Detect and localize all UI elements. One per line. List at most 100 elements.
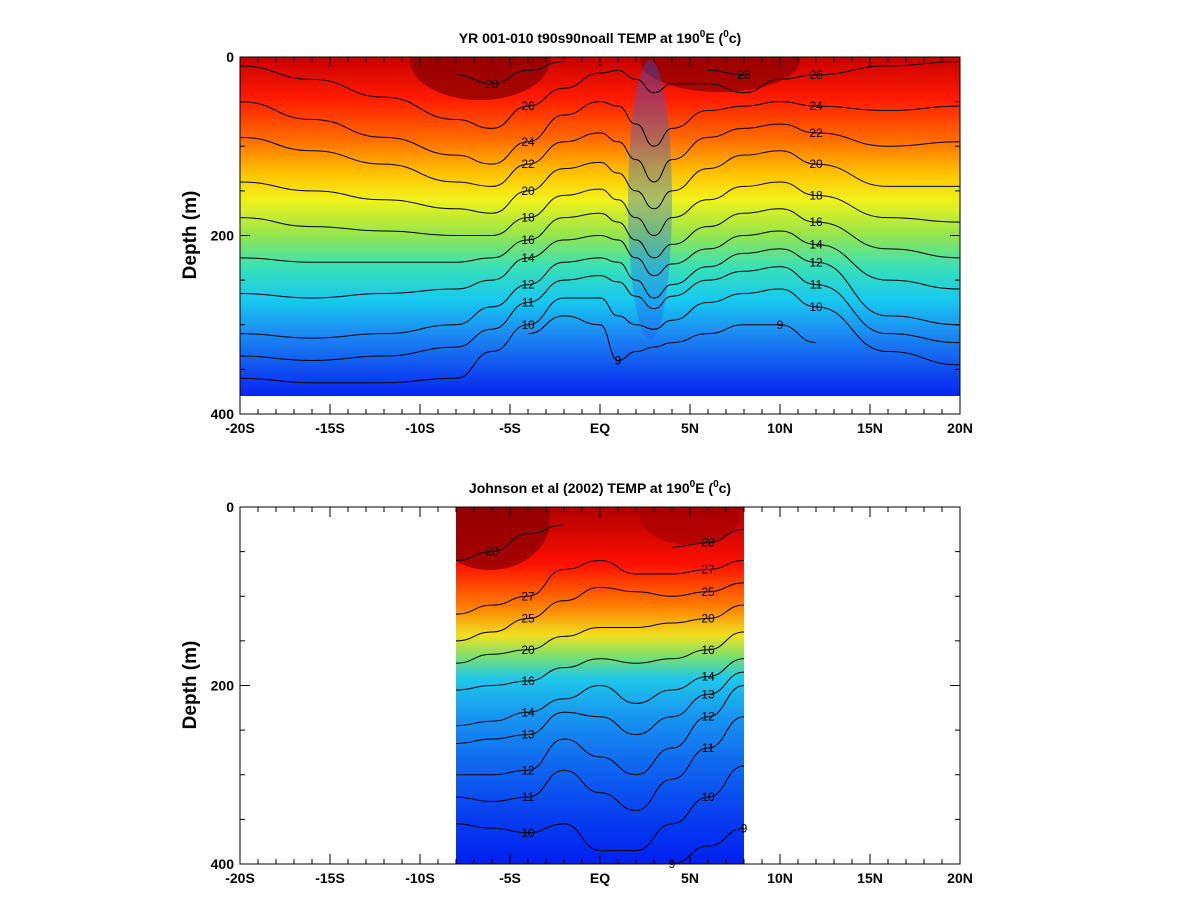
isotherm-26	[240, 60, 960, 129]
contour-label: 9	[615, 353, 622, 367]
contour-label: 9	[777, 318, 784, 332]
x-tick-label: -15S	[315, 420, 345, 436]
isotherm-28	[456, 524, 565, 562]
y-tick-label: 0	[226, 499, 234, 515]
isotherm-16	[240, 208, 960, 263]
contour-label: 10	[521, 318, 535, 332]
isotherm-24	[240, 101, 960, 165]
isotherm-18	[240, 181, 960, 237]
isotherm-16	[456, 631, 744, 691]
contour-label: 10	[521, 826, 535, 840]
x-tick-label: -15S	[315, 870, 345, 886]
isotherm-12	[456, 685, 744, 776]
contour-label: 10	[809, 300, 823, 314]
bottom-y-axis-label: Depth (m)	[180, 641, 201, 730]
isotherm-10	[240, 288, 960, 384]
isotherm-20	[456, 604, 744, 664]
bottom-panel: Johnson et al (2002) TEMP at 1900E (0c) …	[180, 479, 973, 886]
contour-label: 28	[485, 545, 499, 559]
bottom-ticks: -20S -15S -10S -5S EQ 5N 10N 15N 20N 0 200 400	[211, 499, 973, 886]
x-tick-label: 15N	[857, 420, 883, 436]
isotherm-28	[455, 60, 565, 85]
contour-label: 12	[521, 763, 535, 777]
y-tick-label: 0	[226, 49, 234, 65]
isotherm-14	[240, 230, 960, 299]
bottom-contour-labels: 9910101111121213131414161620202525272728…	[485, 536, 747, 871]
top-data-field	[240, 57, 960, 396]
top-contour-lines	[240, 60, 960, 384]
contour-label: 16	[521, 674, 535, 688]
y-tick-label: 400	[211, 406, 235, 422]
contour-label: 20	[809, 157, 823, 171]
isotherm-9	[671, 827, 744, 864]
contour-label: 14	[521, 705, 535, 719]
contour-label: 24	[521, 135, 535, 149]
contour-label: 27	[521, 589, 535, 603]
contour-label: 26	[521, 99, 535, 113]
contour-label: 12	[809, 255, 823, 269]
contour-label: 11	[522, 295, 535, 309]
contour-label: 20	[701, 612, 715, 626]
contour-label: 22	[521, 157, 535, 171]
bottom-contour-lines	[456, 524, 744, 864]
isotherm-9	[527, 315, 817, 361]
y-tick-label: 200	[211, 678, 235, 694]
isotherm-25	[456, 582, 744, 642]
contour-label: 25	[521, 612, 535, 626]
x-tick-label: -20S	[225, 420, 255, 436]
isotherm-12	[240, 248, 960, 339]
contour-label: 20	[521, 184, 535, 198]
isotherm-28	[707, 69, 745, 76]
isotherm-10	[456, 765, 744, 852]
contour-label: 28	[485, 77, 499, 91]
contour-label: 14	[809, 237, 823, 251]
contour-label: 22	[809, 126, 823, 140]
contour-label: 11	[702, 741, 715, 755]
contour-label: 25	[701, 585, 715, 599]
top-panel: YR 001-010 t90s90noall TEMP at 1900E (0c…	[180, 29, 973, 436]
contour-label: 10	[701, 790, 715, 804]
top-ticks: -20S -15S -10S -5S EQ 5N 10N 15N 20N 0 200 400	[211, 49, 973, 436]
contour-label: 12	[701, 710, 715, 724]
contour-label: 27	[701, 562, 715, 576]
isotherm-28	[671, 528, 744, 548]
isotherm-20	[240, 150, 960, 214]
contour-label: 14	[521, 251, 535, 265]
contour-label: 24	[809, 99, 823, 113]
top-contour-labels: 9 9 10 10 11 11 12 12 14 14 16 16 18 18 20 20 22 22 24 24 26…	[485, 68, 823, 368]
contour-label: 16	[521, 233, 535, 247]
y-tick-label: 200	[211, 228, 235, 244]
isotherm-14	[456, 658, 744, 727]
x-tick-label: 5N	[681, 420, 699, 436]
contour-label: 28	[737, 68, 751, 82]
isotherm-11	[240, 266, 960, 361]
contour-label: 13	[701, 687, 715, 701]
contour-label: 18	[521, 211, 535, 225]
contour-label: 26	[809, 68, 823, 82]
isotherm-22	[240, 123, 960, 187]
isotherm-11	[456, 716, 744, 811]
x-tick-label: -10S	[405, 870, 435, 886]
x-tick-label: -10S	[405, 420, 435, 436]
top-warm-pools	[410, 57, 800, 340]
x-tick-label: EQ	[590, 420, 610, 436]
isotherm-27	[456, 560, 744, 615]
contour-label: 9	[741, 821, 748, 835]
x-tick-label: 5N	[681, 870, 699, 886]
contour-label: 11	[810, 278, 823, 292]
contour-label: 18	[809, 188, 823, 202]
top-y-axis-label: Depth (m)	[180, 191, 201, 280]
x-tick-label: -5S	[499, 870, 521, 886]
contour-label: 14	[701, 670, 715, 684]
x-tick-label: 10N	[767, 420, 793, 436]
x-tick-label: 20N	[947, 870, 973, 886]
isotherm-13	[456, 671, 744, 745]
x-tick-label: EQ	[590, 870, 610, 886]
contour-label: 28	[701, 536, 715, 550]
contour-label: 11	[522, 790, 535, 804]
contour-label: 16	[701, 643, 715, 657]
x-tick-label: 10N	[767, 870, 793, 886]
x-tick-label: 15N	[857, 870, 883, 886]
x-tick-label: 20N	[947, 420, 973, 436]
